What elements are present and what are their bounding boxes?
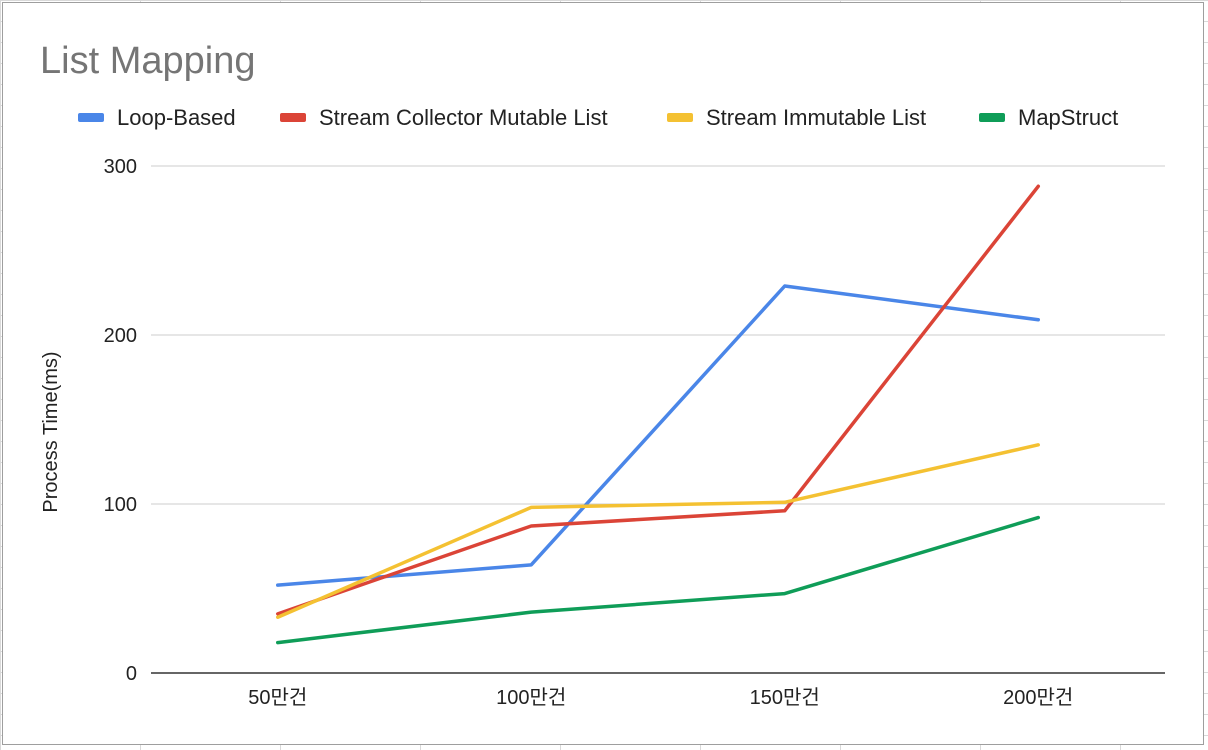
legend-swatch (667, 113, 693, 122)
x-tick-label: 200만건 (1003, 686, 1073, 709)
x-tick-label: 150만건 (750, 686, 820, 709)
legend-label: MapStruct (1018, 105, 1118, 130)
series-line-mapstruct[interactable] (276, 515, 1040, 645)
series-lines (276, 184, 1040, 645)
legend-item[interactable]: MapStruct (979, 105, 1118, 130)
legend: Loop-Based Stream Collector Mutable List S… (78, 105, 1118, 130)
legend-label: Stream Immutable List (706, 105, 926, 130)
x-tick-label: 100만건 (496, 686, 566, 709)
legend-label: Loop-Based (117, 105, 236, 130)
legend-label: Stream Collector Mutable List (319, 105, 608, 130)
x-axis-ticks: 50만건 100만건 150만건 200만건 (248, 686, 1073, 709)
legend-item[interactable]: Loop-Based (78, 105, 236, 130)
x-tick-label: 50만건 (248, 686, 307, 709)
y-tick-label: 100 (104, 494, 137, 516)
series-line-stream-collector-mutable-list[interactable] (276, 184, 1040, 616)
y-tick-label: 300 (104, 156, 137, 178)
legend-swatch (78, 113, 104, 122)
series-line-loop-based[interactable] (276, 284, 1040, 587)
legend-swatch (979, 113, 1005, 122)
legend-swatch (280, 113, 306, 122)
gridlines (151, 165, 1165, 674)
series-line-stream-immutable-list[interactable] (276, 443, 1040, 619)
chart-title: List Mapping (40, 40, 255, 82)
y-tick-label: 0 (126, 663, 137, 685)
y-axis-title: Process Time(ms) (40, 351, 62, 512)
legend-item[interactable]: Stream Collector Mutable List (280, 105, 608, 130)
legend-item[interactable]: Stream Immutable List (667, 105, 926, 130)
y-tick-label: 200 (104, 325, 137, 347)
y-axis-ticks: 0 100 200 300 (104, 156, 137, 685)
